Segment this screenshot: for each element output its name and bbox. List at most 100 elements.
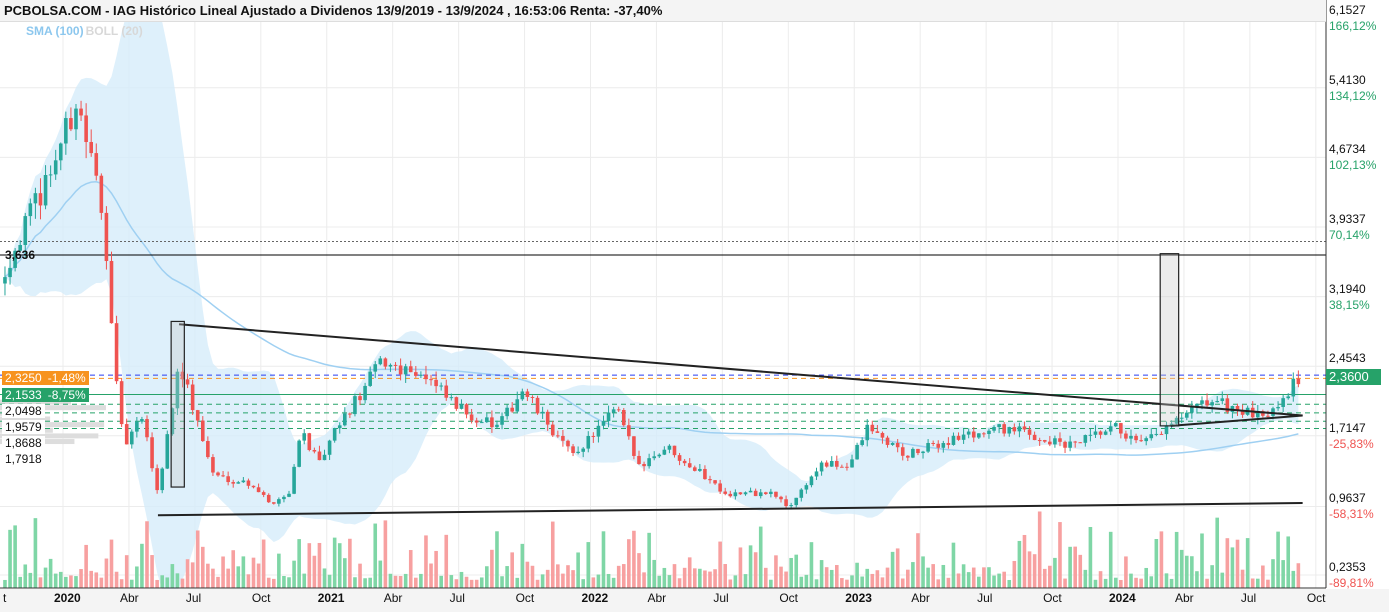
volume-bar	[850, 575, 854, 588]
candle-body	[738, 492, 743, 495]
candle-body	[1108, 426, 1113, 432]
legend-boll[interactable]: BOLL (20)	[85, 24, 143, 38]
candle-body	[94, 153, 99, 176]
volume-bar	[43, 567, 48, 588]
candle-body	[718, 483, 722, 492]
volume-bar	[79, 569, 83, 588]
volume-bar	[69, 575, 73, 588]
volume-bar	[1296, 563, 1301, 588]
candle-body	[3, 277, 7, 284]
candle-body	[287, 493, 291, 497]
volume-bar	[190, 562, 195, 588]
y-tick-label: 5,4130	[1329, 72, 1366, 87]
candle-body	[951, 435, 956, 445]
volume-bar	[794, 554, 799, 588]
volume-bar	[906, 569, 910, 588]
volume-bar	[774, 555, 778, 588]
candle-body	[530, 396, 535, 398]
volume-bar	[429, 563, 433, 588]
candle-body	[266, 494, 271, 503]
volume-bar	[606, 573, 611, 588]
volume-bar	[535, 579, 540, 588]
volume-bar	[1048, 565, 1052, 588]
candle-body	[165, 434, 170, 469]
volume-bar	[1235, 539, 1240, 588]
volume-bar	[819, 560, 824, 588]
volume-bar	[241, 556, 246, 588]
volume-bar	[322, 568, 327, 588]
volume-bar	[363, 578, 367, 588]
volume-bar	[424, 535, 428, 588]
volume-bar	[185, 559, 190, 588]
volume-bar	[180, 578, 185, 588]
volume-bar	[175, 573, 180, 588]
candle-body	[38, 193, 43, 206]
volume-bar	[1245, 538, 1250, 588]
volume-bar	[64, 576, 68, 588]
candle-body	[921, 451, 925, 454]
level-label: 3,636	[2, 248, 38, 262]
volume-bar	[332, 537, 337, 588]
volume-bar	[895, 548, 900, 588]
candle-body	[490, 417, 494, 428]
candle-body	[971, 431, 976, 438]
x-tick-label: Oct	[1043, 591, 1062, 605]
volume-bar	[647, 532, 651, 588]
level-value: 1,9579	[5, 419, 42, 434]
y-tick-label: 2,4543	[1329, 351, 1366, 366]
candle-body	[114, 323, 119, 382]
volume-bar	[1058, 522, 1062, 588]
candle-body	[439, 385, 443, 387]
x-tick-label: Jul	[1240, 591, 1257, 605]
volume-bar	[251, 557, 256, 588]
legend-sma[interactable]: SMA (100)	[26, 24, 84, 38]
candle-body	[1220, 398, 1225, 402]
candle-body	[733, 492, 738, 497]
volume-bar	[936, 579, 941, 588]
volume-bar	[870, 573, 875, 588]
volume-bar	[200, 546, 205, 588]
candle-body	[769, 491, 773, 495]
volume-bar	[556, 564, 560, 588]
candle-body	[1271, 408, 1275, 416]
candle-body	[500, 416, 504, 425]
candle-body	[69, 118, 73, 130]
volume-bar	[18, 576, 22, 588]
volume-bar	[271, 578, 276, 588]
candle-body	[627, 425, 631, 437]
volume-bar	[419, 573, 423, 588]
candle-body	[992, 427, 996, 431]
candle-body	[1017, 426, 1022, 432]
candle-body	[779, 496, 783, 500]
candle-body	[256, 487, 261, 493]
volume-bar	[474, 579, 479, 588]
candle-body	[1027, 429, 1032, 435]
volume-bar	[926, 567, 930, 588]
level-value: 1,7918	[5, 451, 42, 466]
volume-bar	[388, 573, 393, 588]
candle-body	[515, 399, 520, 412]
volume-bar	[956, 573, 961, 588]
candle-body	[758, 492, 763, 497]
volume-bar	[687, 557, 692, 588]
volume-bar	[490, 549, 494, 588]
volume-bar	[150, 555, 154, 588]
candle-body	[1184, 412, 1189, 418]
y-tick-pct: 38,15%	[1329, 297, 1370, 312]
candle-body	[581, 448, 585, 452]
candle-body	[571, 446, 575, 454]
candle-body	[860, 440, 864, 445]
candle-body	[302, 433, 307, 441]
level-value: 1,8688	[5, 435, 42, 450]
volume-bar	[434, 550, 438, 588]
volume-bar	[302, 573, 307, 588]
volume-bar	[282, 576, 286, 588]
volume-bar	[951, 542, 956, 588]
volume-bar	[591, 577, 596, 588]
trendline	[178, 323, 1303, 417]
volume-bar	[124, 555, 129, 588]
volume-bar	[576, 552, 580, 588]
x-tick-label: Abr	[911, 591, 930, 605]
candle-body	[1210, 402, 1214, 406]
